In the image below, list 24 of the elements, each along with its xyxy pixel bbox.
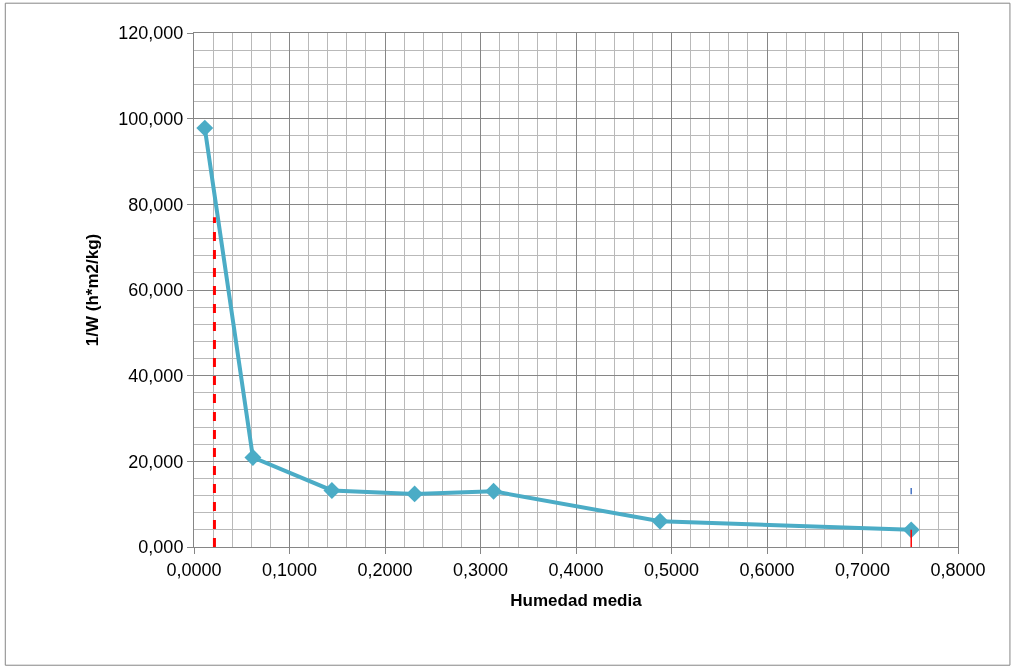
point bbox=[196, 119, 214, 137]
point bbox=[406, 485, 424, 503]
y-tick-label: 80,000 bbox=[128, 194, 184, 215]
point bbox=[651, 512, 669, 530]
x-tick-label: 0,4000 bbox=[548, 559, 604, 580]
x-tick-label: 0,5000 bbox=[643, 559, 700, 580]
x-tick-label: 0,0000 bbox=[166, 559, 222, 580]
x-tick-label: 0,2000 bbox=[357, 559, 413, 580]
y-tick-label: 40,000 bbox=[128, 365, 184, 386]
y-tick-label: 0,000 bbox=[138, 537, 184, 558]
x-axis-title: Humedad media bbox=[510, 591, 643, 610]
y-tick-label: 20,000 bbox=[128, 451, 184, 472]
point bbox=[485, 482, 503, 500]
y-tick-label: 60,000 bbox=[128, 280, 184, 301]
x-tick-label: 0,8000 bbox=[930, 559, 986, 580]
y-axis-title: 1/W (h*m2/kg) bbox=[82, 233, 102, 347]
x-tick-label: 0,6000 bbox=[739, 559, 795, 580]
x-tick-label: 0,3000 bbox=[452, 559, 509, 580]
x-tick-label: 0,7000 bbox=[834, 559, 891, 580]
y-tick-label: 120,000 bbox=[118, 23, 184, 44]
y-tick-label: 100,000 bbox=[118, 108, 184, 129]
point bbox=[244, 449, 262, 466]
x-tick-label: 0,1000 bbox=[261, 559, 318, 580]
point bbox=[323, 482, 341, 499]
